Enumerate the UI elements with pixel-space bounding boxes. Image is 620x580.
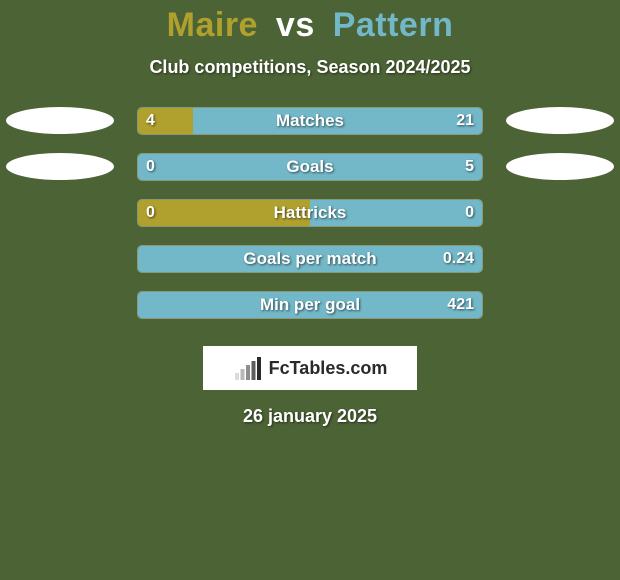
subtitle: Club competitions, Season 2024/2025 <box>0 57 620 78</box>
comparison-infographic: Maire vs Pattern Club competitions, Seas… <box>0 0 620 580</box>
stat-value-right: 5 <box>465 154 474 180</box>
stat-label: Min per goal <box>138 292 482 318</box>
stat-label: Goals per match <box>138 246 482 272</box>
stat-bar: Hattricks0 0 <box>137 199 483 227</box>
title-player2: Pattern <box>333 6 454 44</box>
stat-value-left: 0 <box>146 200 155 226</box>
stat-bar: Matches4 21 <box>137 107 483 135</box>
stat-row: Goals per match0.24 <box>0 236 620 282</box>
stat-label: Matches <box>138 108 482 134</box>
stat-value-right: 0.24 <box>443 246 474 272</box>
stat-row: Goals0 5 <box>0 144 620 190</box>
stat-label: Hattricks <box>138 200 482 226</box>
stat-bar: Goals0 5 <box>137 153 483 181</box>
title-player1: Maire <box>167 6 258 44</box>
brand-chart-icon <box>233 356 263 380</box>
team-badge-left <box>6 153 114 180</box>
date-text: 26 january 2025 <box>0 406 620 427</box>
stat-bar: Goals per match0.24 <box>137 245 483 273</box>
team-badge-right <box>506 153 614 180</box>
stat-row: Hattricks0 0 <box>0 190 620 236</box>
stat-row: Matches4 21 <box>0 98 620 144</box>
brand-text: FcTables.com <box>269 358 388 379</box>
stats-container: Matches421Goals05Hattricks00Goals per ma… <box>0 98 620 328</box>
stat-bar: Min per goal421 <box>137 291 483 319</box>
stat-value-left: 0 <box>146 154 155 180</box>
title: Maire vs Pattern <box>0 0 620 45</box>
team-badge-right <box>506 107 614 134</box>
stat-label: Goals <box>138 154 482 180</box>
stat-value-right: 21 <box>456 108 474 134</box>
stat-value-right: 0 <box>465 200 474 226</box>
stat-row: Min per goal421 <box>0 282 620 328</box>
stat-value-left: 4 <box>146 108 155 134</box>
brand-box: FcTables.com <box>203 346 417 390</box>
title-vs: vs <box>276 6 315 44</box>
stat-value-right: 421 <box>447 292 474 318</box>
team-badge-left <box>6 107 114 134</box>
